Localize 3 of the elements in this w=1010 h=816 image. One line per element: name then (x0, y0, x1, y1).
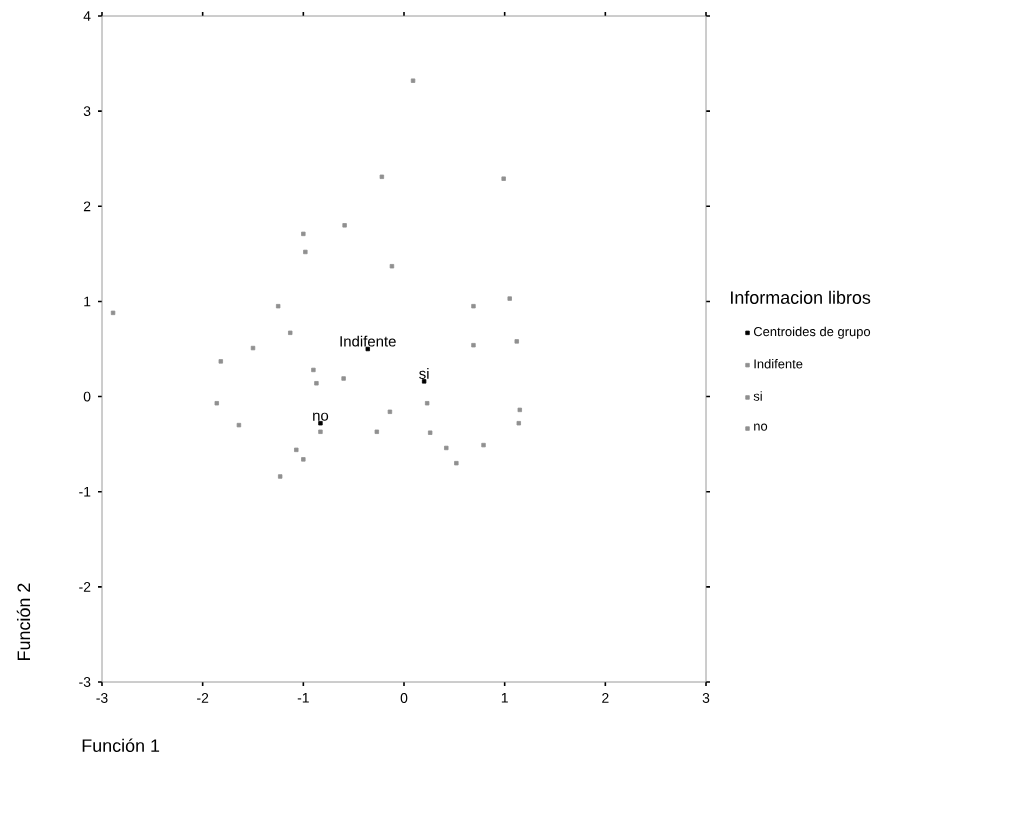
x-axis-title: Función 1 (82, 738, 160, 752)
legend-title: Informacion libros (731, 290, 871, 304)
y-axis-title: Función 2 (16, 583, 31, 660)
